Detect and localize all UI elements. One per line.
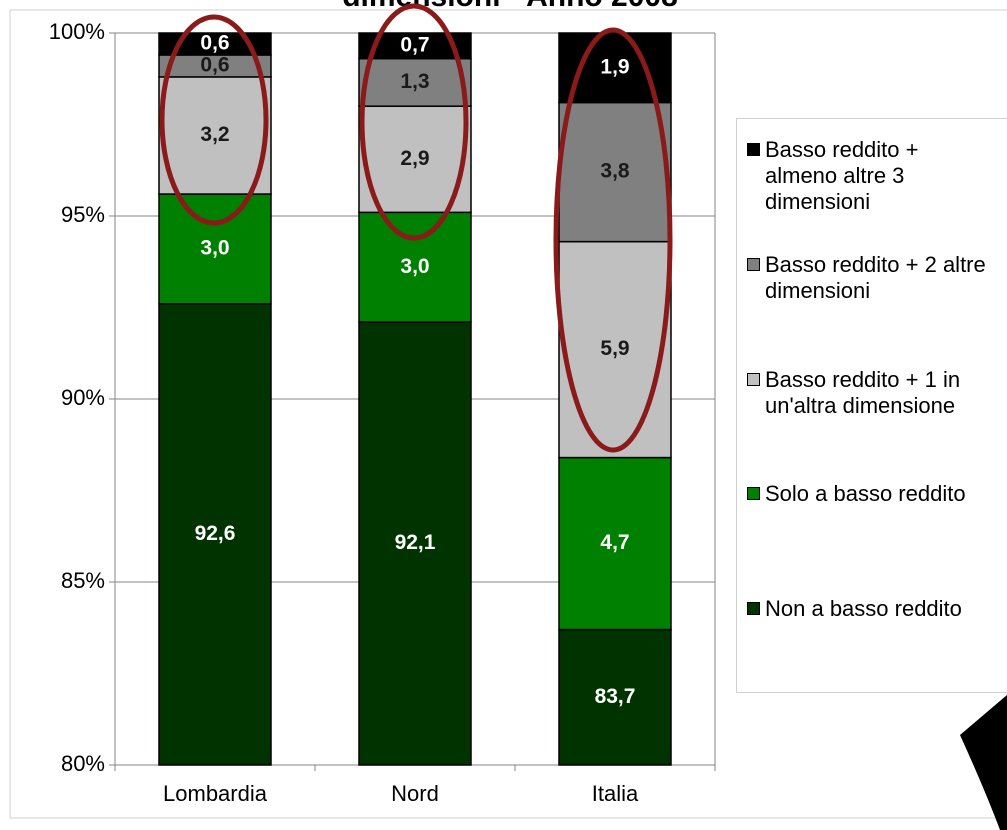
data-label: 3,8 [600, 160, 630, 183]
legend-swatch [747, 143, 760, 156]
x-tick-label: Nord [391, 781, 439, 806]
data-label: 0,6 [200, 32, 229, 55]
legend-swatch [747, 487, 760, 500]
bar-segment [558, 101, 672, 243]
legend-label: Basso reddito + 2 altre dimensioni [765, 252, 986, 303]
data-label: 92,1 [395, 531, 436, 554]
decoration [960, 695, 1007, 830]
bar-segment [358, 57, 472, 107]
annotation-oval [159, 14, 269, 226]
bar-segment [558, 456, 672, 631]
data-label: 0,6 [200, 53, 229, 76]
chart-frame [9, 9, 1007, 819]
bar-segment [558, 240, 672, 459]
y-tick-label: 85% [61, 568, 105, 593]
data-label: 3,0 [200, 236, 229, 259]
y-tick-label: 95% [61, 202, 105, 227]
legend-label: Basso reddito + 1 in un'altra dimensione [765, 367, 961, 418]
data-label: 83,7 [595, 685, 636, 708]
bar-segment [158, 76, 272, 195]
legend-swatch [747, 602, 760, 615]
data-label: 0,7 [400, 33, 429, 56]
y-tick-label: 90% [61, 385, 105, 410]
bar-segment [358, 321, 472, 766]
legend-swatch [747, 258, 760, 271]
data-label: 4,7 [600, 531, 629, 554]
x-tick-label: Lombardia [163, 781, 268, 806]
data-label: 3,0 [400, 255, 429, 278]
legend-label: Non a basso reddito [765, 596, 962, 621]
data-label: 2,9 [400, 147, 429, 170]
bar-segment [358, 211, 472, 323]
y-tick-label: 80% [61, 751, 105, 776]
y-tick-label: 100% [49, 19, 105, 44]
data-label: 3,2 [200, 123, 229, 146]
data-label: 1,9 [600, 55, 629, 78]
legend-label: Basso reddito + almeno altre 3 dimension… [765, 137, 919, 214]
x-tick-label: Italia [592, 781, 639, 806]
bar-segment [158, 193, 272, 305]
annotation-oval [553, 27, 673, 453]
data-label: 92,6 [195, 522, 236, 545]
chart-title: dimensioni - Anno 2008 [342, 0, 678, 13]
bar-segment [558, 628, 672, 766]
legend-label: Solo a basso reddito [765, 481, 966, 506]
data-label: 1,3 [400, 70, 429, 93]
plot: 80%85%90%95%100%Lombardia92,63,03,20,60,… [49, 19, 716, 806]
bar-segment [158, 303, 272, 766]
annotation-oval [359, 3, 469, 241]
legend-swatch [747, 373, 760, 386]
legend: Basso reddito + almeno altre 3 dimension… [736, 118, 1007, 693]
data-label: 5,9 [600, 337, 629, 360]
